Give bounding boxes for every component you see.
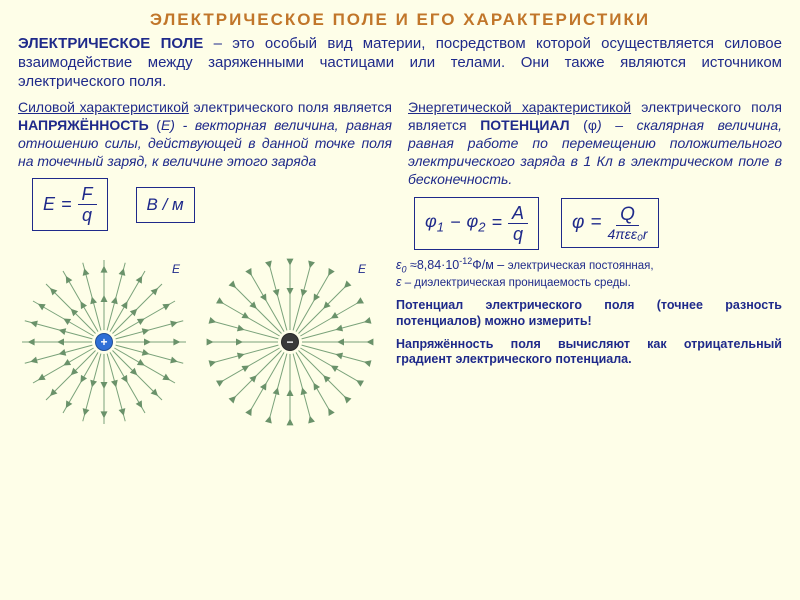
field-label-E-neg: E <box>358 262 366 276</box>
right-formulas: φ1 − φ2 = A q φ = Q 4πεε₀r <box>408 197 782 250</box>
field-negative: − E <box>204 256 376 428</box>
left-symbol: E <box>161 117 170 133</box>
left-formulas: E = F q В / м <box>18 178 392 231</box>
right-symbol: φ <box>588 117 597 133</box>
field-label-E-pos: E <box>172 262 180 276</box>
note-potential: Потенциал электрического поля (точнее ра… <box>396 298 782 329</box>
right-underlined: Энергетической характеристикой <box>408 99 631 115</box>
epsilon-constants: ε0 ≈8,84·10-12Ф/м – электрическая постоя… <box>396 256 782 291</box>
positive-charge-icon: + <box>95 333 113 351</box>
bottom-row: + E − E ε0 ≈8,84·10-12Ф/м – электрическа… <box>18 256 782 428</box>
columns: Силовой характеристикой электрического п… <box>18 98 782 256</box>
negative-charge-icon: − <box>281 333 299 351</box>
field-diagrams: + E − E <box>18 256 386 428</box>
left-column: Силовой характеристикой электрического п… <box>18 98 392 256</box>
formula-diff: φ1 − φ2 = A q <box>414 197 539 250</box>
formula-E: E = F q <box>32 178 108 231</box>
left-underlined: Силовой характеристикой <box>18 99 189 115</box>
right-column: Энергетической характеристикой электриче… <box>408 98 782 256</box>
formula-phi: φ = Q 4πεε₀r <box>561 198 659 248</box>
left-paragraph: Силовой характеристикой электрического п… <box>18 98 392 171</box>
intro-paragraph: ЭЛЕКТРИЧЕСКОЕ ПОЛЕ – это особый вид мате… <box>18 34 782 92</box>
left-term: НАПРЯЖЁННОСТЬ <box>18 117 149 133</box>
intro-lead: ЭЛЕКТРИЧЕСКОЕ ПОЛЕ <box>18 35 203 52</box>
right-notes: ε0 ≈8,84·10-12Ф/м – электрическая постоя… <box>396 256 782 428</box>
right-term: ПОТЕНЦИАЛ <box>480 117 569 133</box>
right-paragraph: Энергетической характеристикой электриче… <box>408 98 782 189</box>
page-title: ЭЛЕКТРИЧЕСКОЕ ПОЛЕ И ЕГО ХАРАКТЕРИСТИКИ <box>18 10 782 30</box>
field-positive: + E <box>18 256 190 428</box>
formula-E-unit: В / м <box>136 187 195 223</box>
note-gradient: Напряжённость поля вычисляют как отрицат… <box>396 337 782 368</box>
